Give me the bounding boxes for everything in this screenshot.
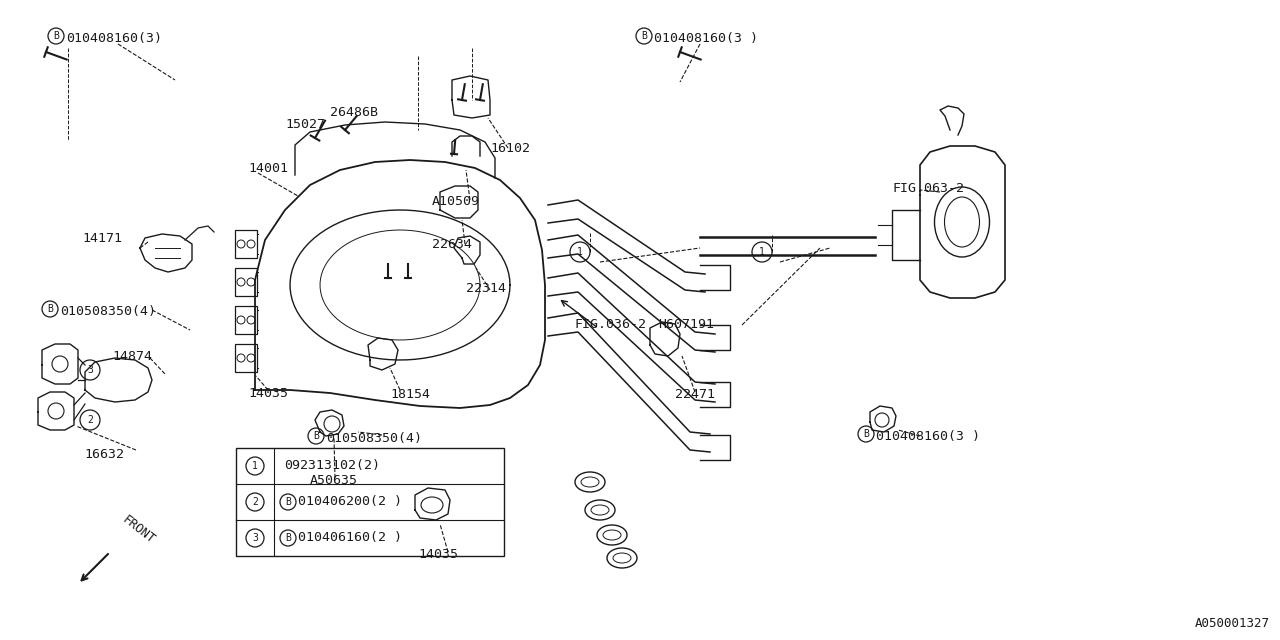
Text: B: B bbox=[641, 31, 646, 41]
Text: 14874: 14874 bbox=[113, 350, 152, 363]
Text: 1: 1 bbox=[252, 461, 259, 471]
Text: 22634: 22634 bbox=[433, 238, 472, 251]
Text: 16102: 16102 bbox=[490, 142, 530, 155]
Text: FRONT: FRONT bbox=[120, 513, 157, 547]
Text: 3: 3 bbox=[87, 365, 93, 375]
Text: 15027: 15027 bbox=[285, 118, 325, 131]
Text: 092313102(2): 092313102(2) bbox=[284, 460, 380, 472]
Text: 2: 2 bbox=[252, 497, 259, 507]
Text: 1: 1 bbox=[577, 247, 582, 257]
Text: 010508350(4): 010508350(4) bbox=[60, 305, 156, 318]
Text: B: B bbox=[285, 533, 291, 543]
Bar bbox=[236, 268, 257, 296]
Text: 14035: 14035 bbox=[248, 387, 288, 400]
Text: 22471: 22471 bbox=[675, 388, 716, 401]
Text: 010406160(2 ): 010406160(2 ) bbox=[298, 531, 402, 545]
Text: H607191: H607191 bbox=[658, 318, 714, 331]
Text: A10509: A10509 bbox=[433, 195, 480, 208]
Text: FIG.036-2: FIG.036-2 bbox=[573, 318, 646, 331]
Text: FIG.063-2: FIG.063-2 bbox=[892, 182, 964, 195]
Bar bbox=[236, 306, 257, 334]
Bar bbox=[236, 344, 257, 372]
Text: B: B bbox=[47, 304, 52, 314]
Text: A050001327: A050001327 bbox=[1196, 617, 1270, 630]
Bar bbox=[236, 230, 257, 258]
Text: 16632: 16632 bbox=[84, 448, 124, 461]
Text: 2: 2 bbox=[87, 415, 93, 425]
Text: 010408160(3 ): 010408160(3 ) bbox=[876, 430, 980, 443]
Text: 14035: 14035 bbox=[419, 548, 458, 561]
Text: 26486B: 26486B bbox=[330, 106, 378, 119]
Text: 14171: 14171 bbox=[82, 232, 122, 245]
Text: 14001: 14001 bbox=[248, 162, 288, 175]
Text: B: B bbox=[863, 429, 869, 439]
Text: 010508350(4): 010508350(4) bbox=[326, 432, 422, 445]
Text: 010406200(2 ): 010406200(2 ) bbox=[298, 495, 402, 509]
Text: B: B bbox=[314, 431, 319, 441]
Bar bbox=[236, 448, 504, 556]
Text: 010408160(3): 010408160(3) bbox=[67, 32, 163, 45]
Text: 18154: 18154 bbox=[390, 388, 430, 401]
Text: 010408160(3 ): 010408160(3 ) bbox=[654, 32, 758, 45]
Text: 22314: 22314 bbox=[466, 282, 506, 295]
Text: 1: 1 bbox=[759, 247, 765, 257]
Text: A50635: A50635 bbox=[310, 474, 358, 487]
Text: B: B bbox=[285, 497, 291, 507]
Text: 3: 3 bbox=[252, 533, 259, 543]
Text: B: B bbox=[52, 31, 59, 41]
